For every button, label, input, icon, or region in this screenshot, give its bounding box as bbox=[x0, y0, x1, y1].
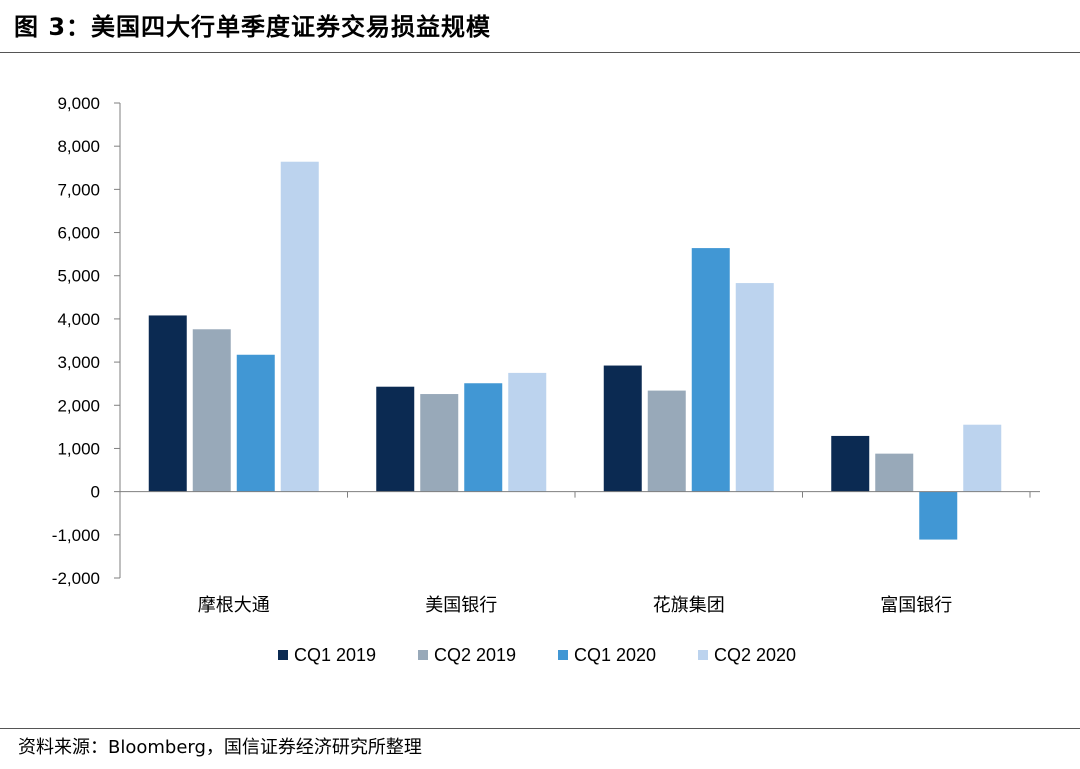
bar bbox=[280, 161, 319, 492]
y-tick-label: 1,000 bbox=[57, 439, 100, 458]
x-category-label: 摩根大通 bbox=[198, 595, 270, 616]
bar bbox=[875, 453, 914, 492]
bar bbox=[236, 354, 275, 492]
x-category-label: 花旗集团 bbox=[653, 595, 725, 616]
y-tick-label: 3,000 bbox=[57, 353, 100, 372]
title-divider bbox=[0, 52, 1080, 53]
bar bbox=[603, 365, 642, 492]
y-tick-label: -2,000 bbox=[52, 569, 100, 588]
bar bbox=[148, 315, 187, 492]
y-tick-label: 8,000 bbox=[57, 137, 100, 156]
y-tick-label: 2,000 bbox=[57, 396, 100, 415]
x-axis: 摩根大通 美国银行 花旗集团 富国银行 bbox=[119, 491, 1040, 616]
bar bbox=[192, 329, 231, 492]
x-category-label: 美国银行 bbox=[425, 595, 497, 616]
bar bbox=[919, 491, 958, 540]
legend-label: CQ2 2020 bbox=[714, 645, 796, 665]
legend-swatch bbox=[418, 650, 428, 660]
y-tick-label: 5,000 bbox=[57, 267, 100, 286]
figure-title: 图 3：美国四大行单季度证券交易损益规模 bbox=[14, 13, 492, 41]
y-tick-label: 9,000 bbox=[57, 94, 100, 113]
y-tick-label: 6,000 bbox=[57, 224, 100, 243]
y-axis: -2,000 -1,000 0 1,000 2,000 3,000 4,000 5,000 6,… bbox=[52, 94, 121, 588]
bar bbox=[735, 283, 774, 492]
bar bbox=[963, 424, 1002, 492]
chart-svg: -2,000 -1,000 0 1,000 2,000 3,000 4,000 5,000 6,… bbox=[52, 94, 1040, 665]
bar bbox=[376, 386, 415, 492]
bar-chart: -2,000 -1,000 0 1,000 2,000 3,000 4,000 5,000 6,… bbox=[20, 60, 1063, 698]
y-tick-label: 0 bbox=[91, 483, 100, 502]
bar bbox=[831, 435, 870, 492]
source-note: 资料来源：Bloomberg，国信证券经济研究所整理 bbox=[18, 737, 422, 758]
bar-series-group bbox=[148, 161, 1002, 540]
legend-swatch bbox=[698, 650, 708, 660]
legend-swatch bbox=[278, 650, 288, 660]
legend-swatch bbox=[558, 650, 568, 660]
y-tick-label: -1,000 bbox=[52, 526, 100, 545]
figure-header: 图 3：美国四大行单季度证券交易损益规模 bbox=[0, 0, 1080, 54]
y-tick-label: 4,000 bbox=[57, 310, 100, 329]
bar bbox=[508, 372, 547, 492]
bar bbox=[691, 248, 730, 492]
bar bbox=[420, 394, 459, 492]
x-category-label: 富国银行 bbox=[880, 595, 952, 616]
legend-label: CQ2 2019 bbox=[434, 645, 516, 665]
legend-label: CQ1 2020 bbox=[574, 645, 656, 665]
source-divider bbox=[0, 728, 1080, 729]
bar bbox=[464, 383, 503, 492]
legend-label: CQ1 2019 bbox=[294, 645, 376, 665]
y-tick-label: 7,000 bbox=[57, 180, 100, 199]
bar bbox=[647, 390, 686, 492]
chart-legend: CQ1 2019 CQ2 2019 CQ1 2020 CQ2 2020 bbox=[278, 645, 796, 665]
